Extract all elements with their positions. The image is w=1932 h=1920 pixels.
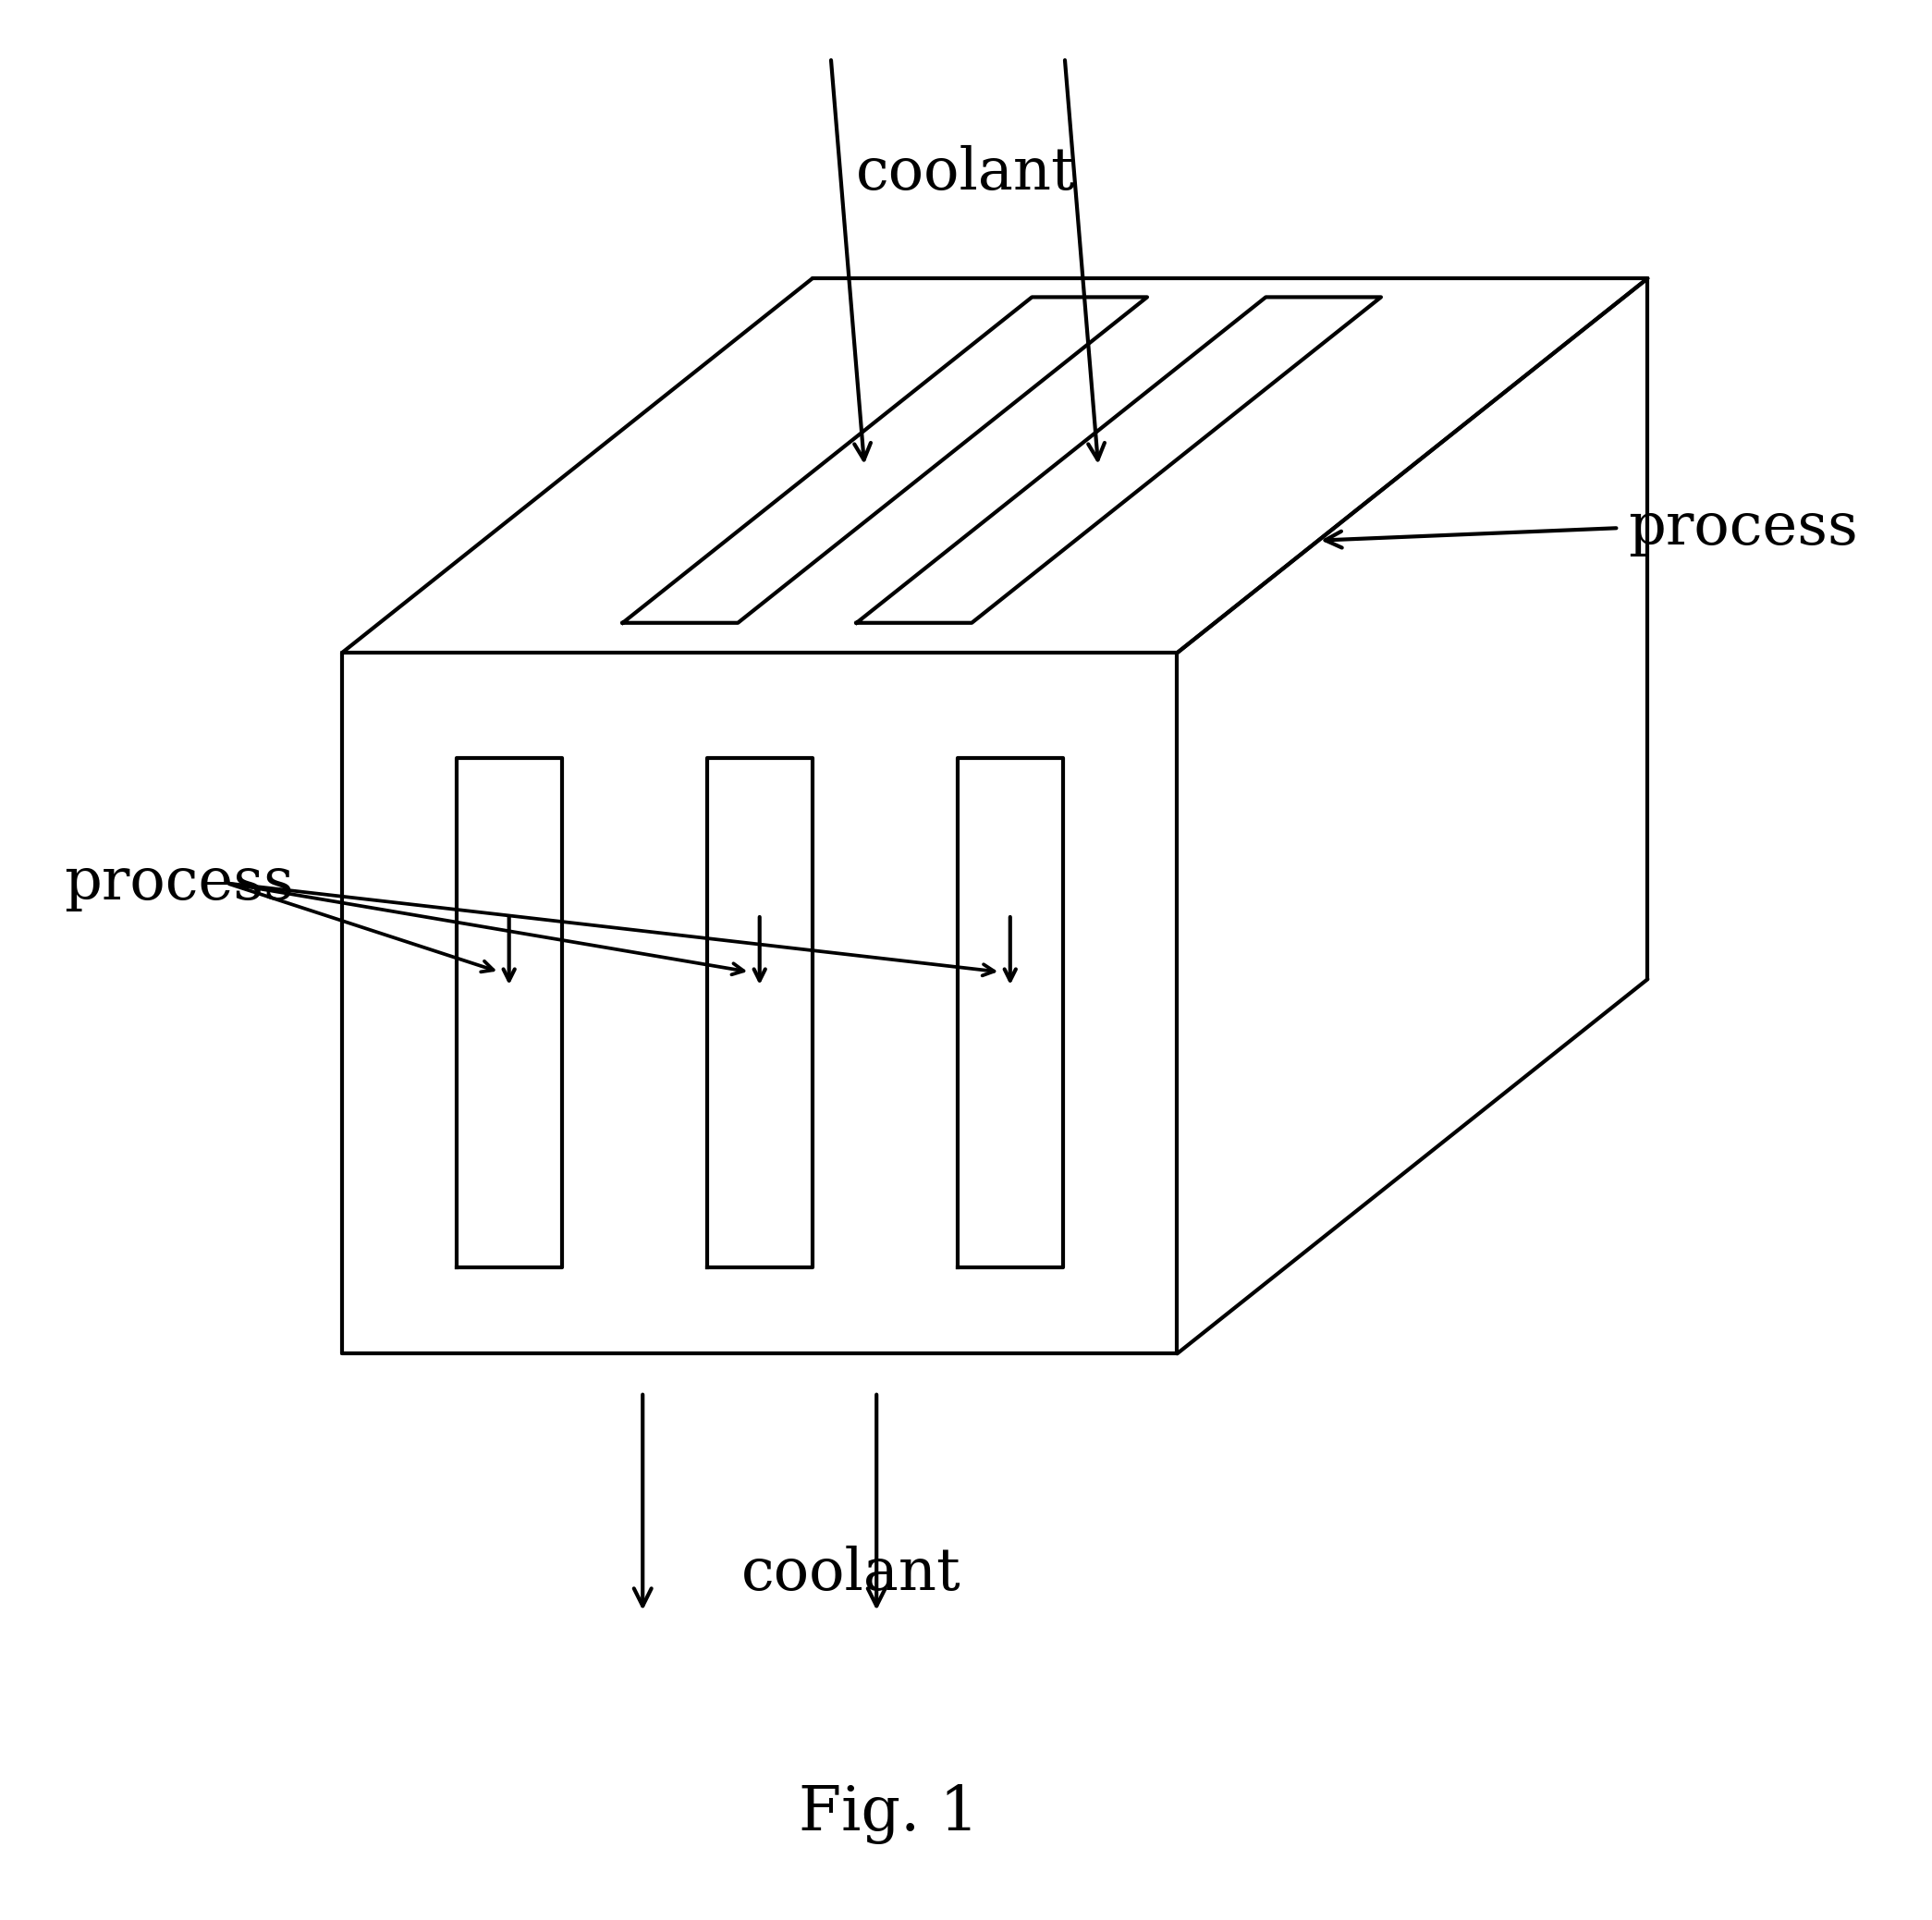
Polygon shape [707, 758, 811, 1267]
Text: coolant: coolant [856, 146, 1076, 202]
Polygon shape [958, 758, 1063, 1267]
Polygon shape [456, 758, 562, 1267]
Polygon shape [622, 298, 1148, 622]
Text: coolant: coolant [740, 1546, 960, 1601]
Text: Fig. 1: Fig. 1 [800, 1784, 980, 1845]
Text: process: process [1629, 499, 1859, 557]
Text: process: process [64, 854, 294, 912]
Polygon shape [856, 298, 1381, 622]
